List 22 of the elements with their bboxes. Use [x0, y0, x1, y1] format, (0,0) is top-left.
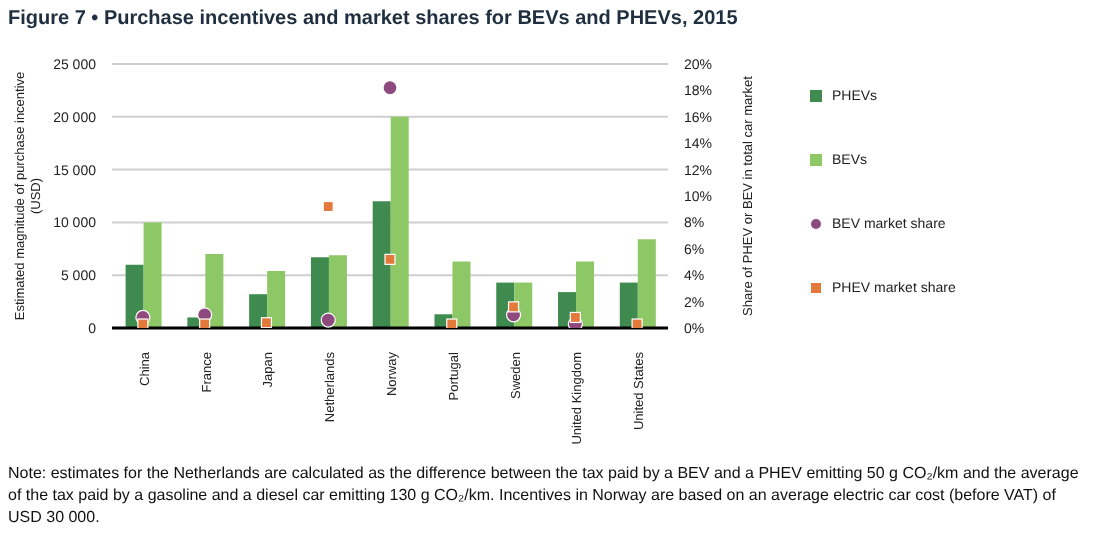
- bar: [372, 201, 391, 328]
- point: [569, 311, 581, 324]
- point: [446, 318, 458, 328]
- text: Note: estimates for the Netherlands are calculated as the difference between the tax paid by a BEV and a PHEV emitting 50 g CO₂/km and the average of the tax paid by a gasoline and a diesel car emitting 130 g CO₂/km. Incentives in Norway are based on an average electric car cost (before VAT) of USD 30 000.: [8, 462, 1081, 528]
- bar: [452, 261, 471, 328]
- bar: [637, 239, 656, 328]
- point: [137, 318, 149, 328]
- bar: [328, 255, 347, 328]
- point: [320, 312, 336, 328]
- bar: [390, 116, 409, 328]
- chart-title: Figure 7 • Purchase incentives and market shares for BEVs and PHEVs, 2015: [8, 8, 738, 30]
- bar: [310, 257, 329, 328]
- point: [260, 317, 273, 328]
- point: [199, 318, 211, 328]
- bar: [205, 254, 224, 328]
- bar: [267, 270, 286, 328]
- point: [384, 253, 396, 265]
- point: [382, 80, 398, 96]
- bar: [576, 261, 595, 328]
- bar: [143, 222, 162, 328]
- point: [631, 318, 643, 328]
- point: [507, 301, 520, 313]
